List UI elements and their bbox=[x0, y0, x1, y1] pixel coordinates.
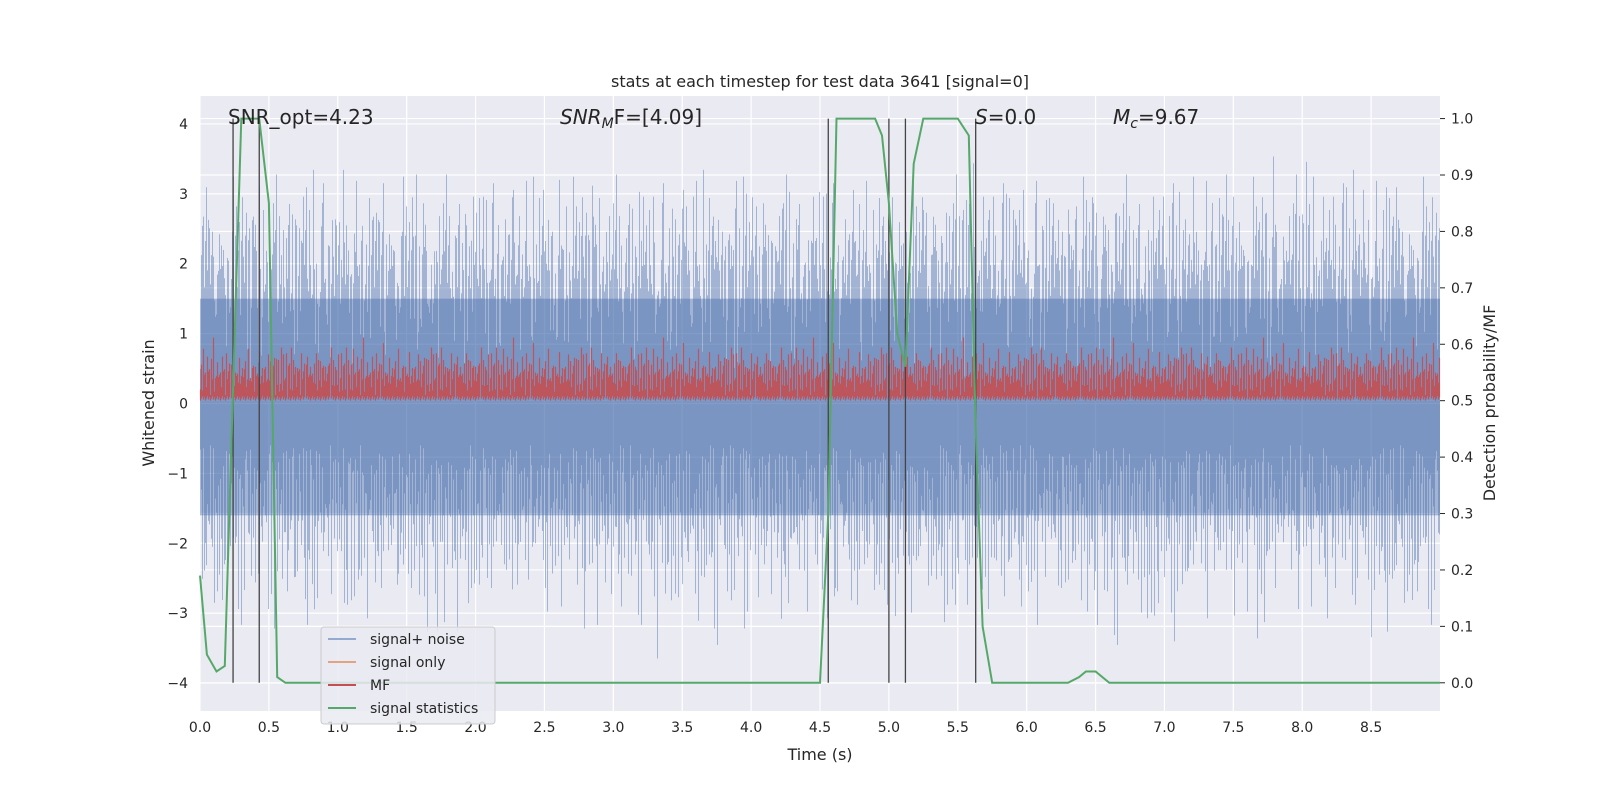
legend-label-signal-only: signal only bbox=[370, 655, 445, 671]
x-tick-label: 8.5 bbox=[1360, 720, 1382, 736]
signal-statistics-line bbox=[199, 117, 1440, 684]
x-tick-label: 3.5 bbox=[671, 720, 693, 736]
y-right-tick-label: 0.7 bbox=[1451, 281, 1473, 297]
signal-statistics-series bbox=[199, 117, 1440, 684]
y-left-axis-label: Whitened strain bbox=[139, 339, 158, 466]
y-left-axis-ticks: 4 3 2 1 0 −1 −2 −3 −4 bbox=[167, 117, 188, 692]
x-tick-label: 2.5 bbox=[533, 720, 555, 736]
y-left-tick-label: −1 bbox=[167, 466, 188, 482]
x-tick-label: 0.0 bbox=[189, 720, 211, 736]
y-left-tick-label: 0 bbox=[179, 397, 188, 413]
x-tick-label: 5.0 bbox=[878, 720, 900, 736]
annotation-snr-opt: SNR_opt=4.23 bbox=[228, 105, 374, 129]
y-right-tick-label: 0.5 bbox=[1451, 394, 1473, 410]
x-tick-label: 5.5 bbox=[947, 720, 969, 736]
y-left-tick-label: −2 bbox=[167, 536, 188, 552]
legend-label-signal-statistics: signal statistics bbox=[370, 701, 478, 717]
x-tick-label: 0.5 bbox=[258, 720, 280, 736]
legend: signal+ noise signal only MF signal stat… bbox=[320, 626, 496, 725]
y-right-tick-label: 0.8 bbox=[1451, 224, 1473, 240]
y-right-tick-label: 1.0 bbox=[1451, 112, 1473, 128]
y-right-tick-label: 0.2 bbox=[1451, 563, 1473, 579]
chart-title: stats at each timestep for test data 364… bbox=[611, 72, 1029, 91]
y-right-axis-label: Detection probability/MF bbox=[1480, 305, 1499, 502]
signal-noise-series bbox=[200, 156, 1440, 659]
y-right-tick-label: 0.9 bbox=[1451, 168, 1473, 184]
y-left-tick-label: 1 bbox=[179, 327, 188, 343]
legend-label-signal-noise: signal+ noise bbox=[370, 632, 465, 648]
y-left-tick-label: −4 bbox=[167, 676, 188, 692]
x-tick-label: 7.0 bbox=[1153, 720, 1175, 736]
x-tick-label: 6.5 bbox=[1084, 720, 1106, 736]
y-right-tick-label: 0.1 bbox=[1451, 619, 1473, 635]
annotation-mc: Mc=9.67 bbox=[1113, 105, 1199, 132]
x-tick-label: 7.5 bbox=[1222, 720, 1244, 736]
legend-box bbox=[320, 626, 496, 725]
y-left-tick-label: 2 bbox=[179, 257, 188, 273]
noise-band bbox=[200, 298, 1440, 516]
y-left-tick-label: −3 bbox=[167, 606, 188, 622]
y-right-tick-label: 0.6 bbox=[1451, 337, 1473, 353]
legend-label-mf: MF bbox=[370, 678, 390, 694]
y-left-tick-label: 4 bbox=[179, 117, 188, 133]
x-axis-label: Time (s) bbox=[786, 745, 852, 764]
y-right-tick-label: 0.4 bbox=[1451, 450, 1473, 466]
y-right-tick-label: 0.3 bbox=[1451, 507, 1473, 523]
x-tick-label: 3.0 bbox=[602, 720, 624, 736]
x-tick-label: 8.0 bbox=[1291, 720, 1313, 736]
y-left-tick-label: 3 bbox=[179, 187, 188, 203]
x-tick-label: 6.0 bbox=[1016, 720, 1038, 736]
x-tick-label: 4.5 bbox=[809, 720, 831, 736]
x-tick-label: 4.0 bbox=[740, 720, 762, 736]
annotation-s: S=0.0 bbox=[975, 105, 1036, 129]
annotation-snr-mf: SNRMF=[4.09] bbox=[560, 105, 702, 132]
y-right-axis-ticks: 1.0 0.9 0.8 0.7 0.6 0.5 0.4 0.3 0.2 0.1 0.0 bbox=[1440, 112, 1473, 692]
y-right-tick-label: 0.0 bbox=[1451, 676, 1473, 692]
